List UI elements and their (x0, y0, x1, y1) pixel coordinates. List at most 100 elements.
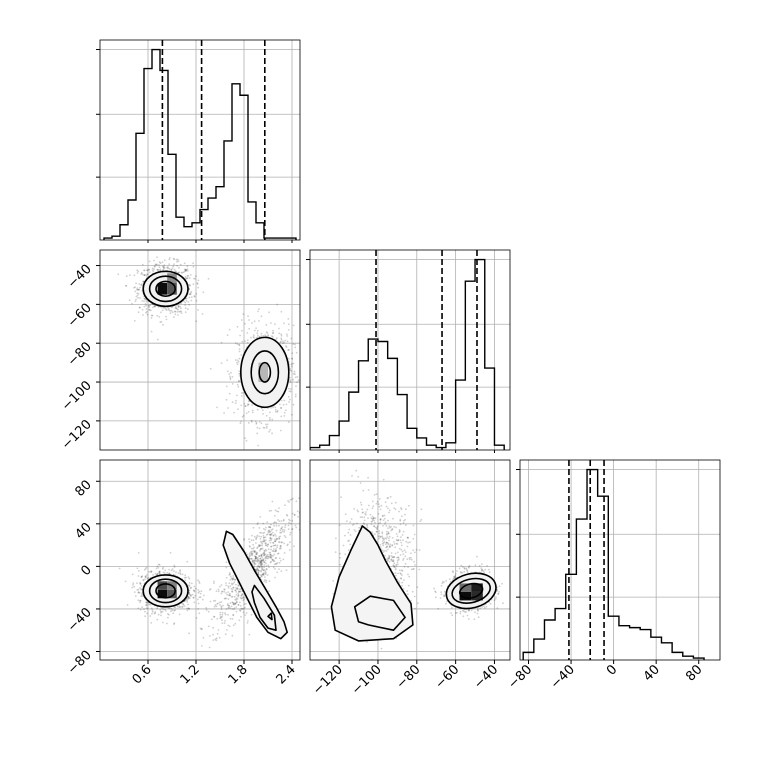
sample-point (220, 608, 223, 611)
sample-point (339, 556, 342, 559)
sample-point (406, 590, 409, 592)
sample-point (141, 300, 144, 302)
sample-point (349, 543, 351, 546)
sample-point (227, 594, 230, 597)
sample-point (190, 290, 193, 293)
sample-point (297, 515, 299, 518)
sample-point (396, 561, 399, 563)
sample-point (150, 622, 153, 624)
sample-point (290, 337, 293, 340)
sample-point (264, 559, 267, 562)
sample-point (145, 300, 148, 303)
sample-point (289, 519, 291, 522)
sample-point (177, 260, 180, 263)
sample-point (384, 523, 386, 525)
sample-point (275, 562, 278, 565)
sample-point (258, 545, 261, 548)
sample-point (272, 560, 275, 562)
sample-point (289, 498, 292, 501)
sample-point (152, 574, 155, 576)
sample-point (263, 551, 265, 554)
sample-point (161, 607, 163, 610)
sample-point (245, 602, 247, 605)
sample-point (265, 568, 268, 571)
sample-point (228, 625, 231, 628)
sample-point (237, 604, 240, 606)
sample-point (268, 531, 271, 534)
sample-point (159, 321, 162, 323)
sample-point (289, 531, 292, 534)
sample-point (270, 509, 273, 512)
sample-point (385, 537, 388, 540)
sample-point (186, 274, 189, 277)
sample-point (257, 568, 259, 571)
sample-point (418, 549, 421, 551)
sample-point (167, 607, 170, 610)
sample-point (141, 308, 144, 311)
sample-point (244, 614, 247, 616)
sample-point (260, 555, 263, 557)
sample-point (377, 525, 379, 527)
sample-point (379, 536, 382, 539)
sample-point (391, 556, 394, 559)
sample-point (158, 266, 161, 268)
sample-point (397, 572, 399, 575)
sample-point (289, 388, 292, 390)
sample-point (144, 578, 146, 580)
sample-point (245, 439, 248, 442)
sample-point (342, 544, 345, 547)
sample-point (136, 288, 138, 291)
panel-frame (309, 249, 511, 451)
sample-point (235, 597, 238, 600)
sample-point (276, 546, 278, 548)
sample-point (267, 530, 270, 532)
sample-point (496, 607, 499, 609)
sample-point (146, 574, 148, 576)
sample-point (293, 370, 296, 373)
sample-point (384, 521, 387, 524)
sample-point (143, 568, 146, 571)
sample-point (163, 572, 166, 574)
sample-point (334, 551, 337, 553)
sample-point (264, 548, 267, 551)
sample-point (392, 556, 394, 559)
sample-point (193, 589, 196, 592)
sample-point (240, 594, 243, 597)
sample-point (269, 553, 272, 556)
sample-point (388, 532, 390, 535)
sample-point (185, 277, 187, 279)
sample-point (461, 571, 464, 574)
sample-point (258, 544, 260, 546)
sample-point (161, 306, 163, 309)
sample-point (225, 608, 228, 610)
sample-point (227, 624, 230, 627)
sample-point (397, 556, 400, 559)
sample-point (147, 304, 150, 307)
sample-point (220, 616, 223, 619)
sample-point (273, 521, 276, 523)
sample-point (149, 615, 152, 617)
sample-point (266, 423, 269, 426)
sample-point (261, 544, 264, 547)
sample-point (173, 566, 176, 568)
sample-point (156, 572, 159, 575)
sample-point (179, 573, 182, 576)
sample-point (209, 635, 211, 637)
sample-point (126, 604, 129, 606)
sample-point (215, 590, 218, 592)
sample-point (241, 415, 244, 418)
sample-point (395, 526, 397, 529)
sample-point (287, 349, 290, 352)
sample-point (287, 387, 290, 390)
sample-point (347, 540, 350, 543)
sample-point (169, 551, 172, 554)
sample-point (270, 554, 272, 556)
sample-point (166, 571, 169, 574)
sample-point (401, 581, 404, 584)
sample-point (372, 519, 374, 521)
sample-point (484, 568, 487, 571)
sample-point (359, 501, 362, 504)
sample-point (163, 259, 166, 262)
sample-point (293, 514, 296, 516)
sample-point (141, 263, 144, 266)
